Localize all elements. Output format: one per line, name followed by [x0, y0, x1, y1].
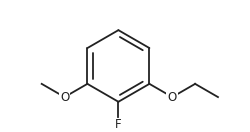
Text: O: O	[168, 91, 177, 104]
Text: F: F	[115, 118, 122, 131]
Text: O: O	[60, 91, 69, 104]
